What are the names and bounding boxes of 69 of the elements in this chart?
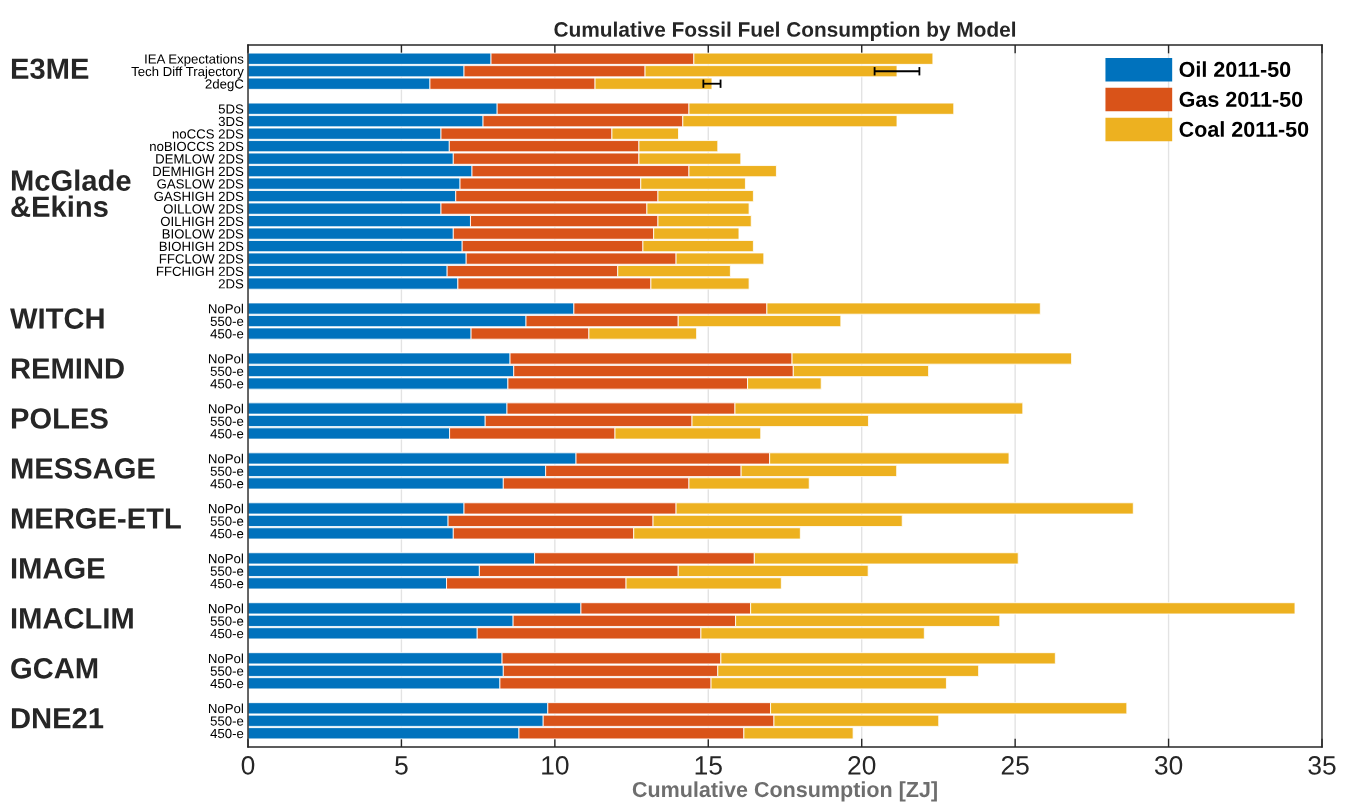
y-tick-label: BIOLOW 2DS: [162, 229, 244, 239]
y-tick-label: NoPol: [208, 553, 243, 564]
y-tick-label: 550-e: [210, 366, 244, 376]
y-tick-label: 450-e: [210, 528, 244, 539]
y-tick-label: Tech Diff Trajectory: [131, 66, 244, 79]
y-tick-label: noBIOCCS 2DS: [150, 141, 244, 152]
chart-title: Cumulative Fossil Fuel Consumption by Model: [554, 21, 1016, 41]
y-tick-label: 3DS: [218, 116, 244, 127]
text: POLES: [11, 408, 108, 429]
y-tick-label: IEA Expectations: [145, 53, 244, 67]
x-tick-label: 20: [848, 756, 876, 775]
y-tick-label: FFCLOW 2DS: [159, 254, 244, 264]
y-tick-label: 450-e: [210, 479, 244, 489]
y-tick-label: OILHIGH 2DS: [160, 216, 244, 227]
y-tick-label: 450-e: [210, 379, 244, 389]
text: E3ME: [11, 58, 89, 80]
text: WITCH: [10, 308, 104, 329]
y-tick-label: OILLOW 2DS: [163, 204, 244, 214]
y-tick-label: BIOHIGH 2DS: [159, 241, 244, 252]
text: DNE21: [11, 707, 104, 729]
x-tick-label: 10: [542, 756, 569, 775]
y-tick-label: 550-e: [210, 666, 244, 676]
y-tick-label: 450-e: [210, 728, 244, 739]
y-tick-label: GASLOW 2DS: [157, 179, 244, 189]
y-tick-label: 450-e: [210, 429, 244, 439]
y-tick-label: 2DS: [218, 279, 244, 289]
y-tick-label: DEMHIGH 2DS: [153, 166, 244, 177]
y-tick-label: NoPol: [208, 503, 243, 514]
text: IMAGE: [11, 558, 105, 579]
y-tick-label: 450-e: [210, 628, 244, 639]
y-tick-label: 550-e: [210, 516, 244, 526]
y-tick-label: 550-e: [210, 416, 244, 426]
y-tick-label: GASHIGH 2DS: [154, 191, 244, 202]
x-tick-label: 35: [1308, 756, 1336, 775]
y-tick-label: NoPol: [208, 603, 243, 614]
y-tick-label: 450-e: [210, 678, 244, 689]
text: MESSAGE: [11, 458, 155, 479]
legend-label: Oil 2011-50: [1179, 61, 1291, 78]
y-tick-label: NoPol: [208, 403, 243, 414]
y-tick-label: 2degC: [205, 78, 244, 92]
y-tick-label: 550-e: [210, 616, 244, 626]
y-tick-label: 550-e: [210, 466, 244, 476]
legend-label: Gas 2011-50: [1179, 91, 1303, 107]
y-tick-label: NoPol: [208, 353, 243, 364]
text: REMIND: [11, 358, 124, 379]
y-tick-label: NoPol: [208, 303, 243, 314]
y-tick-label: NoPol: [208, 703, 243, 714]
x-tick-label: 5: [395, 756, 408, 775]
y-tick-label: DEMLOW 2DS: [156, 154, 244, 164]
y-tick-label: noCCS 2DS: [172, 129, 244, 139]
y-tick-label: FFCHIGH 2DS: [156, 266, 244, 276]
y-tick-label: 550-e: [210, 566, 244, 576]
x-tick-label: 0: [241, 756, 255, 775]
y-tick-label: 450-e: [210, 329, 244, 339]
y-tick-label: 550-e: [210, 316, 244, 326]
x-tick-label: 30: [1154, 756, 1183, 775]
y-tick-label: 550-e: [210, 716, 244, 726]
text: MERGE-ETL: [11, 508, 181, 529]
x-tick-label: 25: [1001, 756, 1029, 775]
x-axis-title: Cumulative Consumption [ZJ]: [632, 781, 937, 802]
y-tick-label: 450-e: [210, 578, 244, 589]
y-tick-label: NoPol: [208, 453, 243, 464]
y-tick-label: NoPol: [208, 653, 243, 664]
y-tick-label: 5DS: [218, 104, 244, 114]
x-tick-label: 15: [695, 756, 722, 775]
text: McGlade &Ekins: [11, 169, 131, 218]
legend-label: Coal 2011-50: [1179, 121, 1309, 137]
text: IMACLIM: [11, 608, 133, 629]
text: GCAM: [11, 657, 98, 679]
